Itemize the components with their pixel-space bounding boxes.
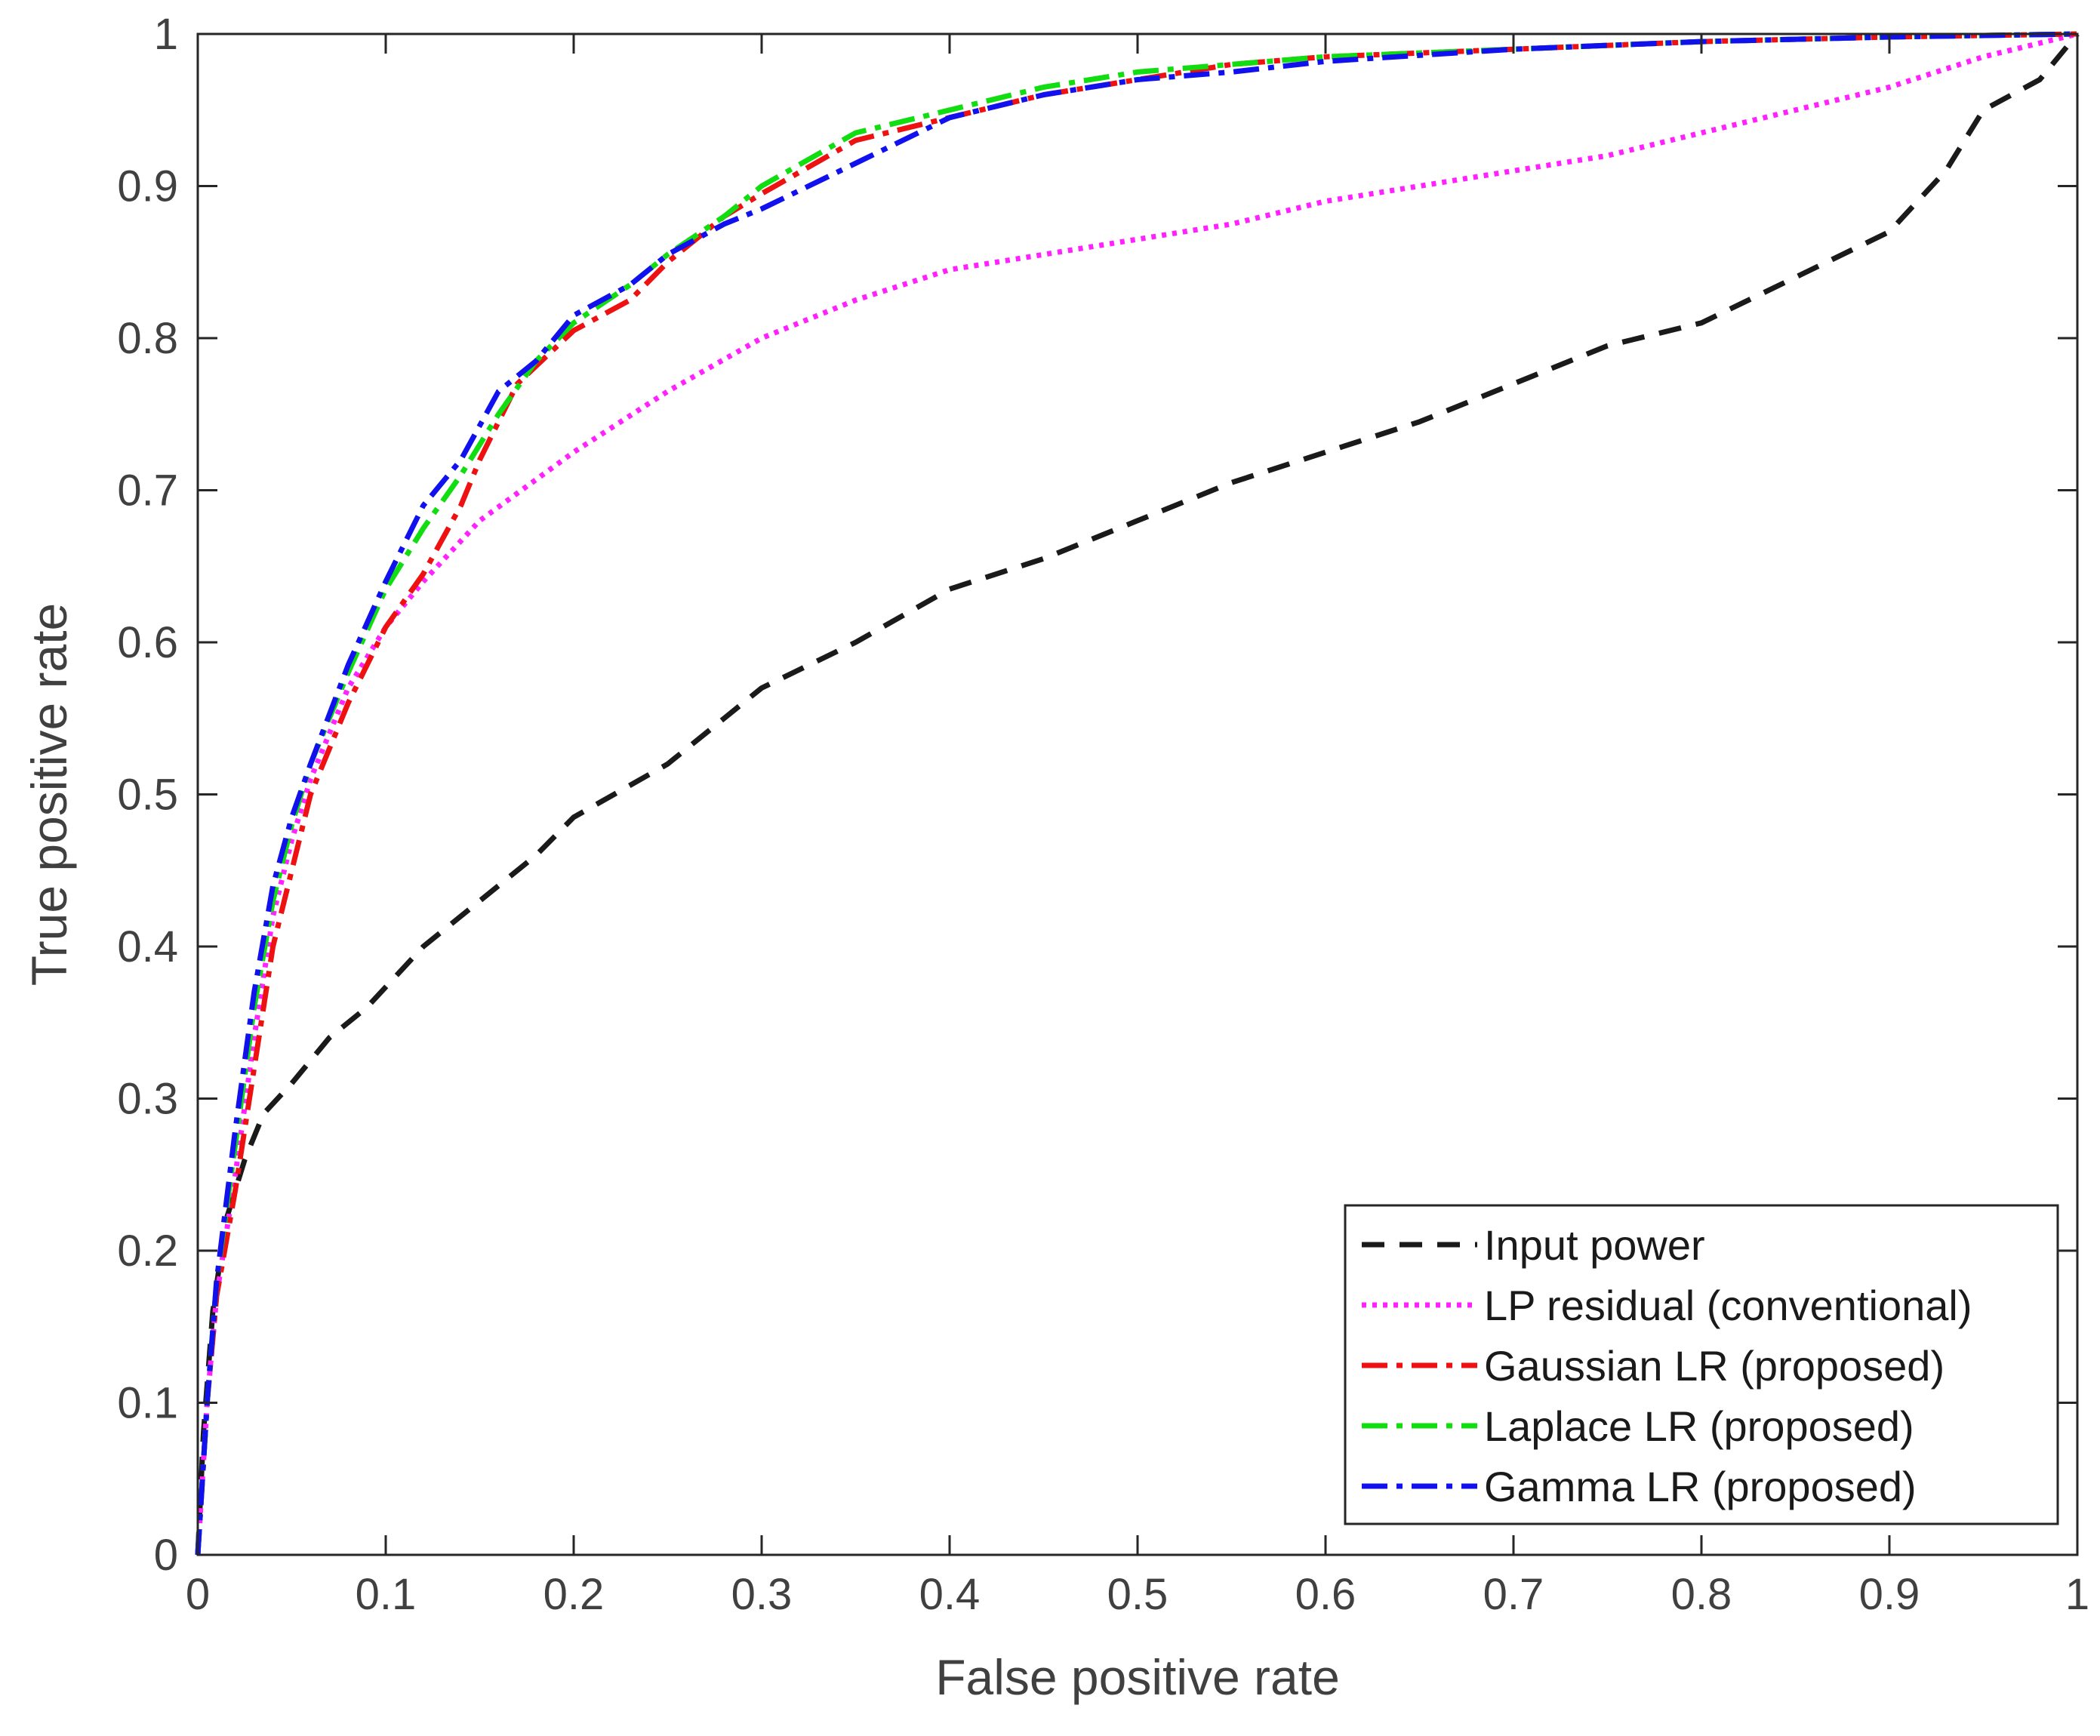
y-tick-label: 0.8 (117, 314, 178, 363)
y-tick-label: 0.1 (117, 1379, 178, 1428)
legend: Input power LP residual (conventional) Gau… (1344, 1204, 2059, 1525)
y-tick-label: 0 (154, 1531, 178, 1580)
x-tick-label: 0.5 (1107, 1570, 1169, 1619)
y-tick-label: 0.3 (117, 1075, 178, 1124)
legend-label-2: LP residual (conventional) (1484, 1282, 1972, 1329)
x-tick-label: 0.1 (356, 1570, 417, 1619)
y-tick-label: 0.2 (117, 1227, 178, 1276)
legend-label-4: Laplace LR (proposed) (1484, 1402, 1914, 1450)
y-tick-label: 0.7 (117, 466, 178, 516)
y-axis-label: True positive rate (21, 603, 77, 986)
tick-layer: 0 0.1 0.2 0.3 0.4 0.5 0.6 0.7 0.8 0.9 1 0 0.1 0.2 0.3 0… (117, 10, 2089, 1619)
x-tick-label: 0.9 (1859, 1570, 1920, 1619)
series-layer (195, 31, 2080, 1556)
y-tick-label: 1 (154, 10, 178, 59)
legend-label-3: Gaussian LR (proposed) (1484, 1342, 1945, 1390)
series-line-2 (195, 31, 2078, 1556)
y-tick-label: 0.6 (117, 618, 178, 667)
x-tick-label: 0.6 (1295, 1570, 1356, 1619)
x-tick-label: 0.4 (919, 1570, 981, 1619)
x-tick-label: 0.2 (543, 1570, 605, 1619)
y-tick-label: 0.5 (117, 771, 178, 820)
x-tick-label: 0.8 (1671, 1570, 1732, 1619)
y-tick-label: 0.9 (117, 162, 178, 211)
x-axis-label: False positive rate (935, 1649, 1340, 1705)
series-line-5 (195, 31, 2078, 1556)
series-line-4 (195, 31, 2078, 1556)
x-tick-label: 0.7 (1483, 1570, 1544, 1619)
series-line-1 (195, 32, 2080, 1556)
y-tick-label: 0.4 (117, 922, 178, 971)
x-tick-label: 1 (2065, 1570, 2089, 1619)
x-tick-label: 0 (186, 1570, 210, 1619)
legend-label-5: Gamma LR (proposed) (1484, 1463, 1917, 1510)
x-tick-label: 0.3 (731, 1570, 793, 1619)
legend-label-1: Input power (1484, 1221, 1705, 1269)
